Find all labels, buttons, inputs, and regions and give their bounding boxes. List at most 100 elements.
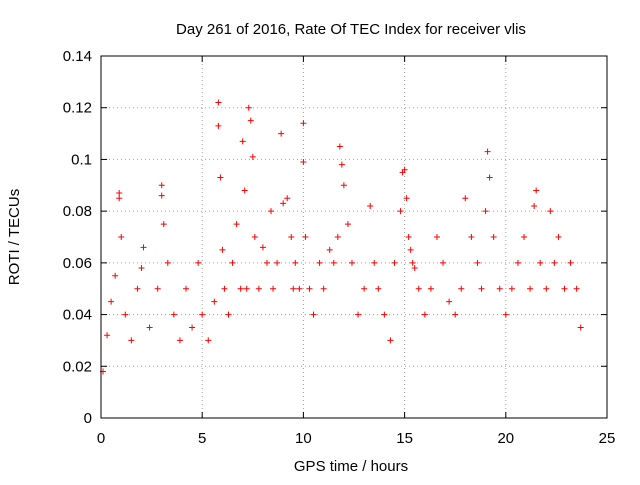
data-point [296,285,303,292]
data-point [484,148,491,155]
y-tick-label: 0.08 [63,203,92,220]
data-point [547,208,554,215]
y-tick-label: 0.14 [63,48,92,65]
data-point [407,246,414,253]
data-point [387,337,394,344]
y-tick-label: 0.04 [63,307,92,324]
data-point [320,285,327,292]
data-point [249,153,256,160]
data-point [199,311,206,318]
data-point [361,285,368,292]
data-point [508,285,515,292]
data-point [567,259,574,266]
data-point [300,120,307,127]
data-point [306,285,313,292]
data-point [415,285,422,292]
data-point [468,234,475,240]
data-point [290,285,297,292]
data-point [225,311,232,318]
data-point [533,187,540,194]
data-point [104,332,111,339]
data-point [490,234,497,240]
data-point [401,166,408,173]
data-point [245,104,252,111]
data-point [421,311,428,318]
data-point [205,337,212,344]
data-point [527,285,534,292]
data-point [344,221,351,228]
data-point [338,161,345,168]
data-point [243,285,250,292]
data-point [211,298,218,305]
data-point [268,208,275,215]
data-point [122,311,129,318]
data-point [310,311,317,318]
data-point [514,259,521,266]
data-point [340,182,347,189]
data-point [348,259,355,266]
data-point [164,259,171,266]
data-point [326,246,333,253]
data-point [452,311,459,318]
data-point [134,285,141,292]
data-point [288,234,295,240]
data-point [486,174,493,181]
data-point [367,202,374,209]
data-point [237,285,244,292]
data-point [259,244,266,251]
x-tick-label: 0 [97,430,105,447]
data-point [255,285,262,292]
data-point [112,272,119,279]
y-tick-label: 0 [84,410,92,427]
data-point [219,246,226,253]
data-point [170,311,177,318]
data-point [284,195,291,202]
data-point [154,285,161,292]
data-point [292,259,299,266]
data-point [336,143,343,150]
data-point [474,259,481,266]
data-point [140,244,147,251]
y-tick-label: 0.02 [63,358,92,375]
data-point [391,259,398,266]
data-point [543,285,550,292]
data-point [381,311,388,318]
data-point [355,311,362,318]
data-point [183,285,190,292]
data-point [158,182,165,189]
x-tick-label: 15 [396,430,413,447]
data-point [221,285,228,292]
data-point [241,187,248,194]
data-point [330,259,337,266]
data-point [158,192,165,199]
data-point [440,259,447,266]
data-point [577,324,584,331]
data-point [446,298,453,305]
data-point [217,174,224,181]
data-point [462,195,469,202]
data-point [138,265,145,272]
data-point [478,285,485,292]
x-tick-label: 20 [497,430,514,447]
data-point [274,259,281,266]
data-point [573,285,580,292]
data-point [263,259,270,266]
chart-title: Day 261 of 2016, Rate Of TEC Index for r… [176,21,526,38]
data-point [270,285,277,292]
data-point [229,259,236,266]
data-point [215,122,222,129]
data-point [239,138,246,145]
data-point [433,234,440,240]
data-point [189,324,196,331]
data-point [531,202,538,209]
data-point [403,195,410,202]
data-point [176,337,183,344]
x-tick-label: 5 [198,430,206,447]
data-point [108,298,115,305]
data-point [482,208,489,215]
data-point [375,285,382,292]
data-point [195,259,202,266]
data-point [302,234,309,240]
